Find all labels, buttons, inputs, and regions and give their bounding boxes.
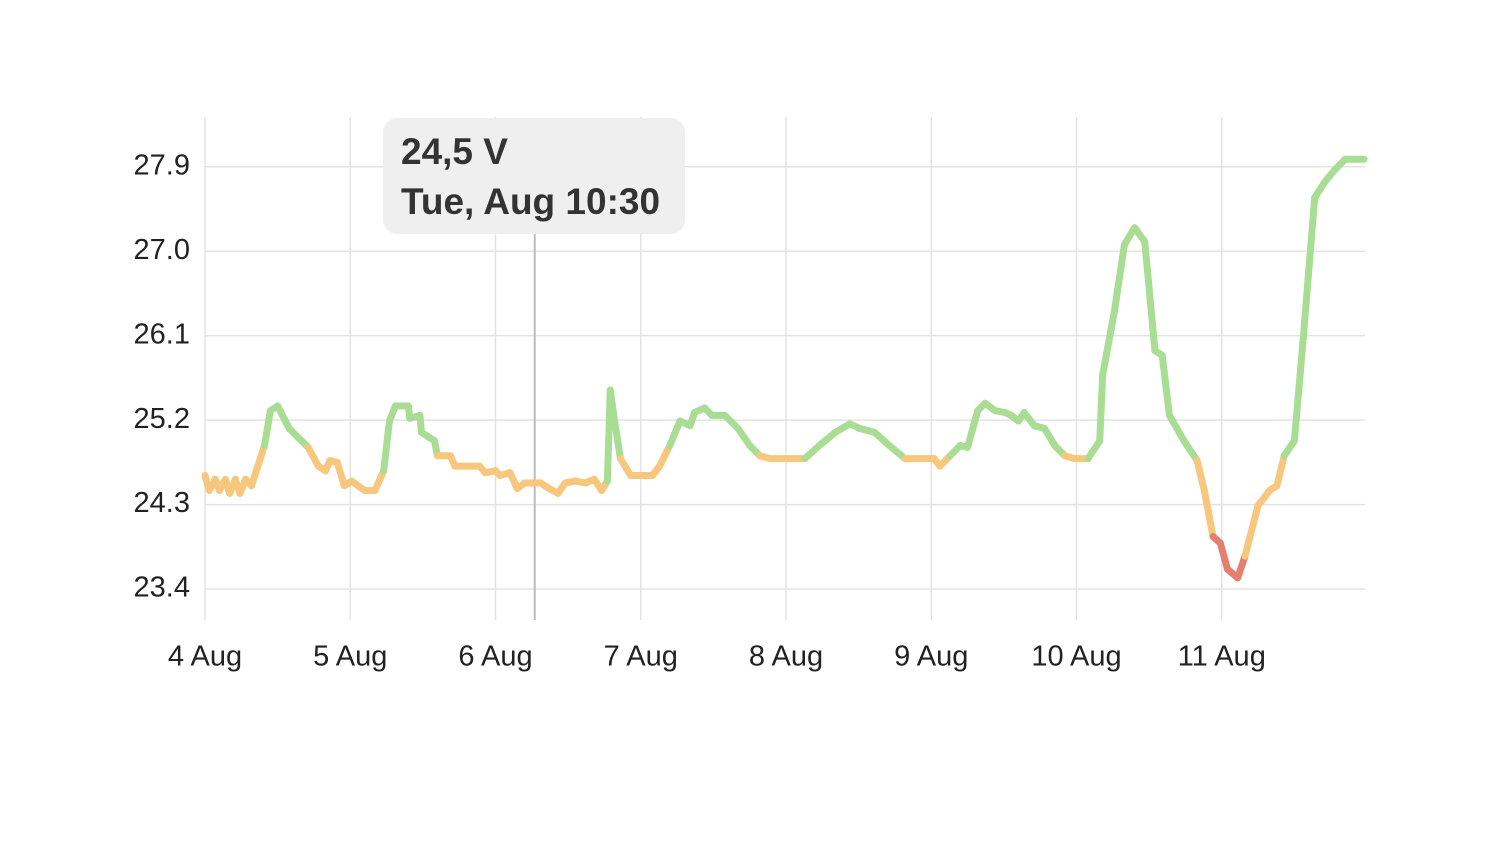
line-segment	[1290, 336, 1307, 445]
y-tick-label: 27.0	[134, 234, 190, 266]
x-tick-label: 9 Aug	[894, 641, 968, 673]
x-tick-label: 11 Aug	[1178, 641, 1266, 673]
line-segment	[261, 407, 274, 449]
line-segment	[1180, 437, 1201, 464]
y-tick-label: 24.3	[134, 487, 190, 519]
line-segment	[380, 417, 393, 475]
x-tick-label: 4 Aug	[168, 641, 242, 673]
line-segment	[1200, 486, 1217, 540]
y-tick-label: 25.2	[134, 403, 190, 435]
line-segment	[656, 441, 674, 470]
line-segment	[1158, 351, 1173, 419]
tooltip: 24,5 V Tue, Aug 10:30	[383, 118, 685, 234]
line-segment	[304, 443, 322, 470]
line-segment	[1099, 308, 1118, 379]
line-segment	[1084, 437, 1104, 463]
tooltip-value: 24,5 V	[401, 131, 508, 172]
x-tick-label: 7 Aug	[604, 641, 678, 673]
line-segment	[1096, 371, 1107, 445]
x-tick-label: 5 Aug	[313, 641, 387, 673]
line-segment	[964, 407, 982, 451]
line-segment	[1193, 456, 1208, 494]
line-segment	[611, 417, 624, 463]
line-segment	[1141, 238, 1159, 355]
tooltip-time: Tue, Aug 10:30	[401, 181, 660, 222]
y-tick-label: 27.9	[134, 149, 190, 181]
y-tick-label: 26.1	[134, 318, 190, 350]
line-segment	[606, 386, 619, 425]
line-segment	[274, 402, 293, 433]
line	[201, 155, 1368, 582]
line-segment	[666, 417, 684, 449]
line-segment	[1234, 552, 1249, 582]
tooltip-box	[383, 118, 685, 234]
line-segment	[285, 425, 312, 451]
ticks: 23.4 24.3 25.2 26.1 27.0 27.9 4 Aug 5 Aug 6 Aug 7…	[134, 149, 1266, 672]
line-segment	[247, 441, 269, 490]
line-segment	[1216, 539, 1232, 573]
x-tick-label: 10 Aug	[1031, 641, 1121, 673]
line-segment	[371, 467, 388, 494]
line-segment	[1110, 241, 1128, 316]
line-segment	[333, 458, 348, 490]
x-tick-label: 8 Aug	[749, 641, 823, 673]
y-tick-label: 23.4	[134, 572, 190, 604]
x-tick-label: 6 Aug	[458, 641, 532, 673]
line-segment	[1165, 411, 1188, 445]
line-segment	[1299, 194, 1319, 344]
line-segment	[1273, 452, 1288, 490]
line-segment	[1241, 502, 1262, 560]
